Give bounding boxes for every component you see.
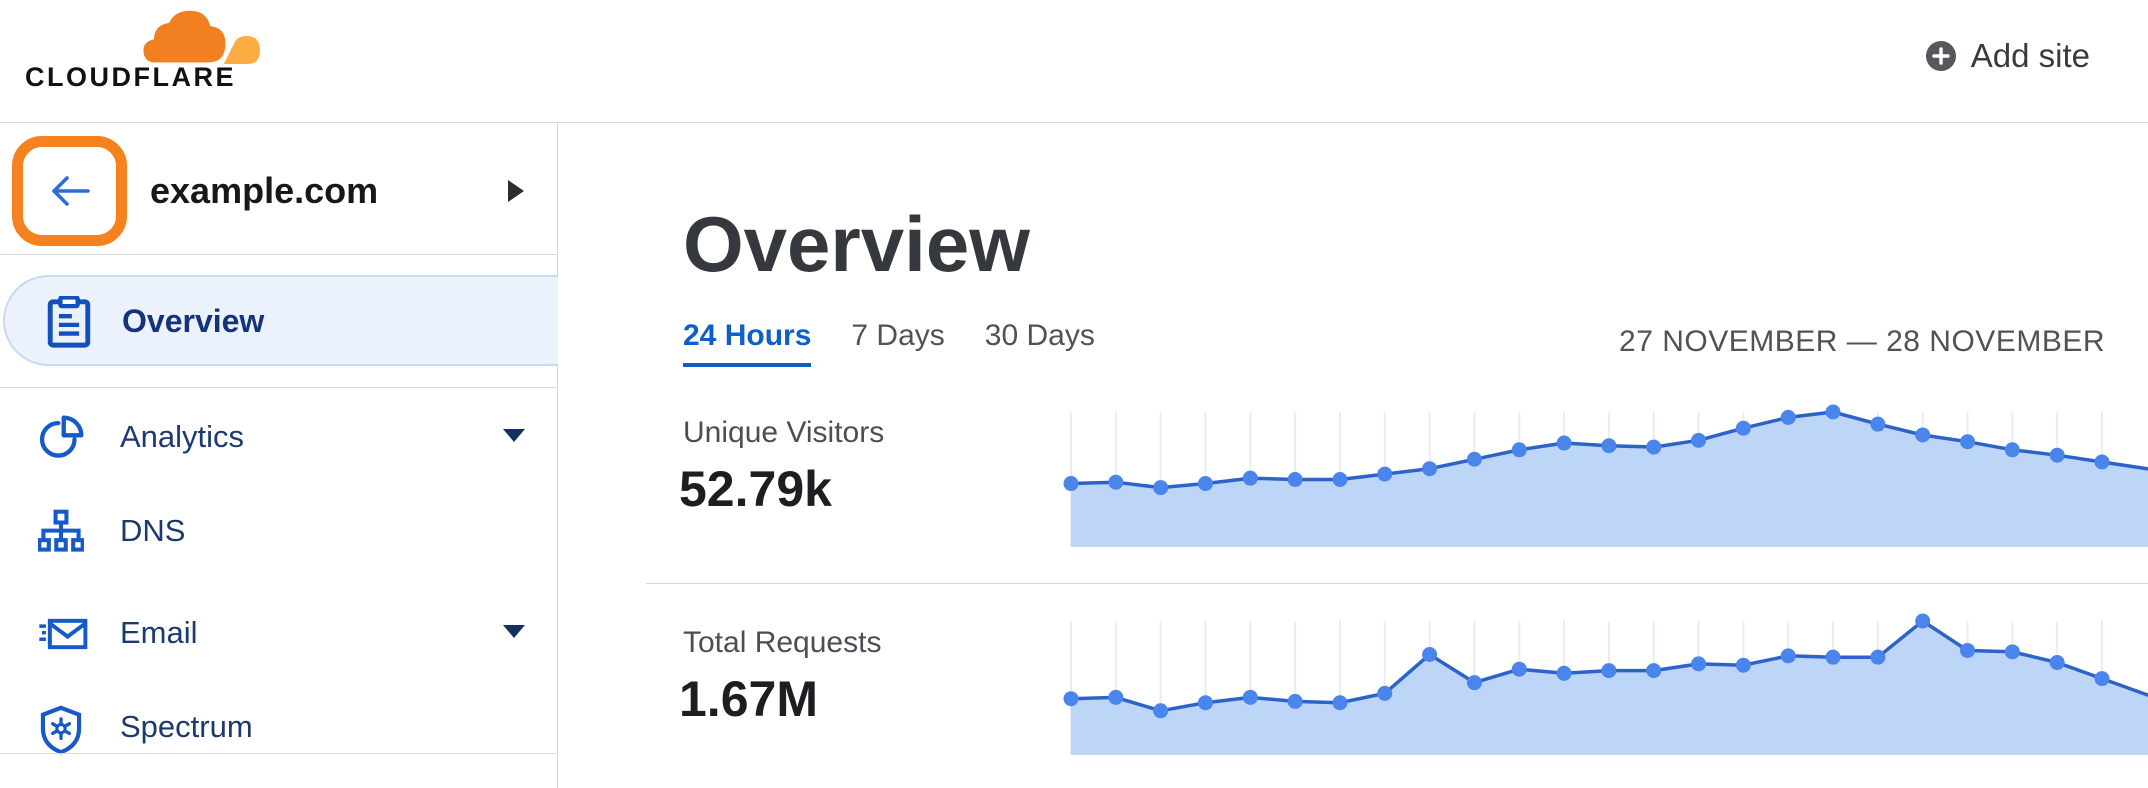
metric-value-unique-visitors: 52.79k <box>679 461 832 517</box>
sidebar-item-dns[interactable]: DNS <box>0 485 558 575</box>
sidebar-item-analytics[interactable]: Analytics <box>0 391 558 481</box>
tab-7-days[interactable]: 7 Days <box>851 319 945 352</box>
metric-row-divider <box>646 583 2148 584</box>
unique-visitors-chart <box>1063 404 2148 547</box>
sidebar-item-label: Overview <box>122 303 265 339</box>
sidebar-item-label: DNS <box>120 513 186 548</box>
dns-tree-icon <box>38 509 84 552</box>
tab-30-days[interactable]: 30 Days <box>984 319 1095 352</box>
pie-chart-icon <box>39 415 84 458</box>
metric-value-total-requests: 1.67M <box>679 671 818 727</box>
sidebar-item-label: Email <box>120 615 198 650</box>
chevron-down-icon[interactable] <box>503 625 525 638</box>
main-content: Overview 24 Hours 7 Days 30 Days 27 NOVE… <box>559 123 2148 788</box>
envelope-icon <box>39 618 88 650</box>
sidebar-divider <box>0 753 558 754</box>
sidebar-item-spectrum[interactable]: Spectrum <box>0 681 558 771</box>
sidebar-item-overview[interactable]: Overview <box>3 275 558 366</box>
add-site-button[interactable]: Add site <box>1925 30 2090 82</box>
chevron-down-icon[interactable] <box>503 429 525 442</box>
shield-icon <box>40 705 82 755</box>
page-title: Overview <box>683 200 1030 288</box>
cloudflare-wordmark: CLOUDFLARE <box>25 62 236 92</box>
sidebar-item-email[interactable]: Email <box>0 587 558 677</box>
chevron-right-icon[interactable] <box>508 180 524 202</box>
plus-circle-icon <box>1925 41 1956 71</box>
back-button[interactable] <box>48 173 92 209</box>
sidebar-item-label: Analytics <box>120 419 245 454</box>
metric-label-unique-visitors: Unique Visitors <box>683 416 885 449</box>
total-requests-chart <box>1063 613 2148 755</box>
clipboard-icon <box>47 296 91 348</box>
tab-24-hours[interactable]: 24 Hours <box>683 319 812 367</box>
cloudflare-logo[interactable]: CLOUDFLARE <box>25 0 285 110</box>
back-arrow-icon <box>51 176 90 206</box>
top-header: CLOUDFLARE Add site <box>0 0 2148 123</box>
site-selector: example.com <box>0 123 558 255</box>
time-range-tabs: 24 Hours 7 Days 30 Days <box>683 319 1095 367</box>
sidebar: example.com Overview Analytics <box>0 123 558 788</box>
sidebar-divider <box>0 387 558 388</box>
add-site-label: Add site <box>1970 37 2090 74</box>
sidebar-item-label: Spectrum <box>120 709 253 744</box>
annotation-highlight-ring <box>12 136 127 246</box>
date-range-label: 27 NOVEMBER — 28 NOVEMBER <box>1619 325 2105 358</box>
metric-label-total-requests: Total Requests <box>683 626 882 659</box>
cloudflare-cloud-icon <box>140 7 260 64</box>
site-name[interactable]: example.com <box>150 170 379 211</box>
